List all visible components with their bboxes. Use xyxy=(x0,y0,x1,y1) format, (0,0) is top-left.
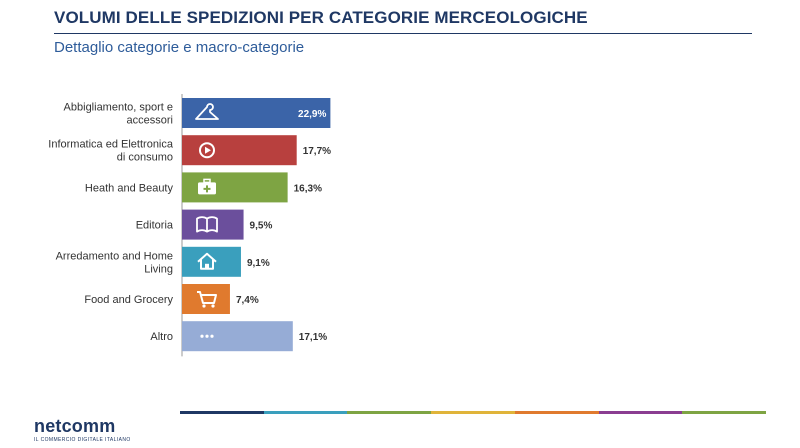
bar xyxy=(182,246,241,277)
footer: netcomm IL COMMERCIO DIGITALE ITALIANO xyxy=(0,410,800,448)
bar xyxy=(182,172,288,203)
category-label: Informatica ed Elettronica di consumo xyxy=(48,139,174,164)
logo-tagline: IL COMMERCIO DIGITALE ITALIANO xyxy=(34,437,131,443)
footer-stripe-segment xyxy=(347,411,432,414)
category-label: Abbigliamento, sport e accessori xyxy=(64,102,173,127)
footer-stripe-segment xyxy=(514,411,599,414)
value-label: 17,7% xyxy=(303,146,331,157)
footer-color-stripe xyxy=(180,411,767,414)
footer-stripe-segment xyxy=(682,411,767,414)
value-label: 16,3% xyxy=(294,183,322,194)
footer-stripe-segment xyxy=(263,411,348,414)
footer-stripe-segment xyxy=(180,411,264,414)
more-icon xyxy=(200,334,214,338)
bar xyxy=(182,98,331,128)
value-label: 9,1% xyxy=(247,258,270,269)
value-label: 22,9% xyxy=(298,109,326,120)
page-subtitle: Dettaglio categorie e macro-categorie xyxy=(54,39,305,56)
home-icon xyxy=(197,252,217,270)
netcomm-logo: netcomm xyxy=(34,416,116,436)
bar xyxy=(182,135,297,166)
title-divider xyxy=(54,33,752,34)
category-label: Arredamento and Home Living xyxy=(56,250,173,275)
play-icon xyxy=(199,142,215,159)
value-label: 17,1% xyxy=(299,332,327,343)
footer-stripe-segment xyxy=(598,411,683,414)
medkit-icon xyxy=(198,178,216,195)
page-title: VOLUMI DELLE SPEDIZIONI PER CATEGORIE ME… xyxy=(54,8,588,27)
bar xyxy=(182,209,244,240)
book-icon xyxy=(196,216,218,233)
cart-icon xyxy=(197,291,217,308)
value-label: 9,5% xyxy=(250,221,273,232)
bar xyxy=(182,284,230,314)
category-label: Editoria xyxy=(136,220,174,232)
footer-stripe-segment xyxy=(431,411,515,414)
category-label: Food and Grocery xyxy=(84,294,173,306)
value-label: 7,4% xyxy=(236,295,259,306)
category-label: Heath and Beauty xyxy=(85,182,174,194)
category-label: Altro xyxy=(150,331,173,343)
shipping-volume-bar-chart: Abbigliamento, sport e accessori 22,9% Info… xyxy=(48,94,331,357)
hanger-icon xyxy=(195,103,219,120)
bar xyxy=(182,321,293,352)
